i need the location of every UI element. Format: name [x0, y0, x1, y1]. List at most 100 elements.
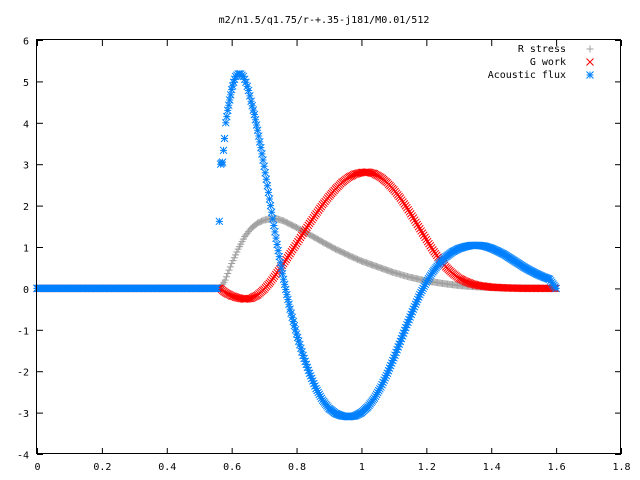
data-point [313, 386, 321, 395]
data-point [404, 205, 413, 214]
data-point [226, 91, 235, 99]
data-point [295, 340, 304, 349]
data-point [372, 390, 381, 399]
data-point [395, 340, 404, 349]
data-point [242, 78, 250, 87]
data-point [268, 214, 277, 223]
data-point [282, 290, 291, 299]
data-point [247, 97, 255, 106]
data-point [385, 364, 394, 373]
data-point [393, 345, 401, 354]
y-tick-label: 5 [23, 78, 29, 89]
data-point [397, 334, 406, 343]
data-point [291, 325, 300, 334]
data-point [427, 243, 436, 252]
data-point [374, 386, 383, 395]
y-tick-label: 3 [23, 161, 29, 172]
data-point [279, 275, 288, 284]
data-point [317, 394, 326, 403]
data-point [222, 273, 230, 281]
data-point [278, 269, 287, 278]
data-point [225, 96, 234, 104]
data-point [276, 258, 285, 267]
data-point [405, 315, 413, 324]
data-point [230, 254, 238, 262]
data-point [421, 280, 430, 289]
data-point [230, 75, 239, 84]
data-point [221, 118, 230, 127]
data-point [423, 237, 432, 246]
data-point [386, 361, 395, 370]
data-point [264, 188, 273, 197]
plot-frame [36, 39, 621, 454]
data-point [243, 82, 252, 91]
data-point [412, 298, 421, 306]
series-g-work [33, 168, 560, 304]
data-point [240, 75, 249, 84]
data-point [403, 203, 411, 212]
y-tick-label: -4 [17, 451, 29, 462]
data-point [222, 112, 231, 121]
data-point [257, 143, 265, 152]
data-point [418, 229, 427, 237]
data-point [380, 376, 389, 384]
data-point [462, 278, 471, 286]
data-point [255, 137, 264, 146]
data-point [228, 82, 237, 90]
data-point [388, 356, 397, 365]
data-point [398, 332, 407, 340]
data-point [277, 264, 286, 273]
x-tick-label: 0.8 [288, 462, 306, 473]
data-point [308, 377, 317, 385]
data-point [421, 233, 429, 242]
x-tick-label: 1.6 [548, 462, 566, 473]
data-point [401, 323, 410, 332]
data-point [312, 384, 320, 393]
data-point [378, 380, 386, 389]
data-point [371, 392, 380, 401]
data-point [311, 382, 319, 390]
data-point [413, 295, 422, 304]
data-point [272, 234, 280, 243]
data-point [419, 231, 428, 240]
legend-marker [586, 45, 594, 53]
data-point [414, 222, 423, 231]
y-tick-label: -3 [17, 409, 29, 420]
data-point [301, 357, 310, 366]
y-tick-label: 1 [23, 244, 29, 255]
data-point [377, 383, 385, 391]
data-point [375, 384, 384, 393]
data-point [221, 276, 229, 284]
data-point [408, 212, 416, 220]
data-point [286, 305, 294, 313]
data-point [250, 110, 259, 119]
data-point [298, 348, 306, 356]
data-point [284, 295, 292, 304]
data-point [417, 227, 425, 235]
data-point [262, 175, 271, 184]
data-point [464, 278, 472, 287]
data-point [396, 337, 405, 346]
data-point [254, 132, 263, 140]
y-tick-label: 2 [23, 202, 29, 213]
data-point [405, 207, 414, 216]
data-point [419, 284, 427, 293]
data-point [306, 371, 315, 380]
series-r-stress [33, 215, 560, 292]
data-point [414, 293, 423, 301]
series-acoustic-flux [33, 70, 560, 421]
legend-label: Acoustic flux [488, 70, 566, 81]
x-tick-label: 0.2 [93, 462, 111, 473]
data-point [373, 388, 382, 397]
data-point [290, 321, 299, 330]
data-point [227, 85, 236, 94]
data-point [213, 284, 221, 293]
data-point [413, 220, 422, 229]
data-point [399, 329, 408, 337]
data-point [295, 235, 304, 244]
y-tick-label: -2 [17, 368, 29, 379]
data-point [305, 369, 314, 378]
data-point [307, 374, 316, 383]
data-point [292, 239, 301, 248]
data-point [410, 216, 419, 225]
